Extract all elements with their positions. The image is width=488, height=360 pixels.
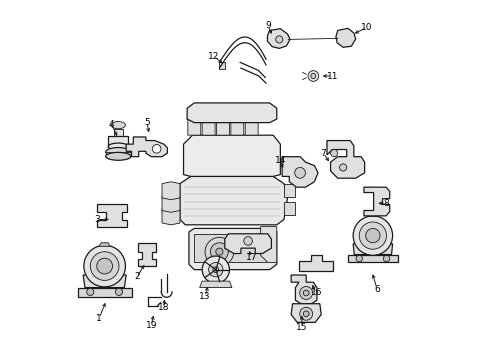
Circle shape — [383, 255, 389, 262]
Polygon shape — [180, 176, 287, 225]
Polygon shape — [99, 243, 110, 246]
Text: 9: 9 — [264, 21, 270, 30]
Polygon shape — [284, 202, 294, 215]
Text: 3: 3 — [94, 215, 100, 224]
Circle shape — [310, 73, 315, 78]
Polygon shape — [216, 116, 229, 135]
Circle shape — [90, 252, 119, 280]
Text: 5: 5 — [144, 118, 149, 127]
Circle shape — [307, 71, 318, 81]
Text: 18: 18 — [158, 303, 169, 312]
Circle shape — [294, 167, 305, 178]
Polygon shape — [347, 255, 397, 262]
Circle shape — [359, 222, 386, 249]
Text: 8: 8 — [383, 199, 388, 208]
Text: 14: 14 — [274, 156, 285, 165]
Text: 11: 11 — [326, 72, 337, 81]
Polygon shape — [183, 135, 280, 176]
Polygon shape — [105, 152, 131, 156]
Ellipse shape — [108, 143, 128, 150]
Polygon shape — [97, 204, 127, 227]
Text: 19: 19 — [145, 321, 157, 330]
Circle shape — [365, 228, 379, 243]
Circle shape — [303, 311, 308, 317]
Polygon shape — [260, 226, 276, 262]
Circle shape — [339, 164, 346, 171]
Polygon shape — [290, 275, 316, 304]
Circle shape — [299, 307, 312, 320]
Polygon shape — [83, 275, 126, 288]
Polygon shape — [326, 140, 364, 178]
Circle shape — [244, 237, 252, 245]
Polygon shape — [108, 136, 128, 147]
Text: 4: 4 — [109, 120, 114, 129]
Polygon shape — [126, 137, 167, 157]
Polygon shape — [194, 234, 265, 262]
Circle shape — [330, 149, 337, 157]
Circle shape — [208, 262, 223, 277]
Polygon shape — [187, 103, 276, 123]
Circle shape — [204, 237, 233, 266]
Text: 2: 2 — [134, 272, 140, 281]
Polygon shape — [78, 288, 131, 297]
Text: 15: 15 — [296, 323, 307, 332]
Polygon shape — [113, 129, 122, 136]
Circle shape — [303, 290, 308, 296]
Polygon shape — [202, 116, 215, 135]
Text: 1: 1 — [96, 314, 102, 323]
Circle shape — [152, 144, 161, 153]
Polygon shape — [162, 207, 180, 225]
Text: 17: 17 — [245, 253, 257, 262]
Polygon shape — [138, 243, 156, 266]
Circle shape — [115, 288, 122, 296]
Polygon shape — [352, 244, 392, 255]
Polygon shape — [290, 304, 321, 322]
Circle shape — [215, 248, 223, 255]
Circle shape — [210, 243, 228, 261]
Polygon shape — [188, 228, 276, 270]
Text: 6: 6 — [373, 285, 379, 294]
Polygon shape — [282, 157, 317, 187]
Ellipse shape — [105, 152, 131, 160]
Polygon shape — [199, 281, 231, 288]
Circle shape — [83, 245, 125, 287]
Polygon shape — [298, 255, 333, 271]
Text: 7: 7 — [320, 149, 325, 158]
Polygon shape — [230, 116, 244, 135]
Ellipse shape — [111, 122, 125, 129]
Circle shape — [355, 255, 362, 262]
Polygon shape — [162, 194, 180, 212]
Text: 13: 13 — [199, 292, 210, 301]
Text: 12: 12 — [208, 52, 219, 61]
Polygon shape — [162, 182, 180, 200]
Polygon shape — [224, 234, 271, 253]
Polygon shape — [284, 184, 294, 197]
Polygon shape — [267, 29, 289, 48]
Polygon shape — [218, 62, 224, 69]
Ellipse shape — [105, 148, 131, 157]
Polygon shape — [244, 116, 258, 135]
Circle shape — [275, 36, 282, 43]
Polygon shape — [363, 187, 389, 216]
Circle shape — [212, 267, 218, 273]
Circle shape — [202, 256, 229, 283]
Circle shape — [86, 288, 94, 296]
Polygon shape — [368, 213, 376, 217]
Circle shape — [352, 216, 392, 255]
Polygon shape — [335, 28, 355, 47]
Circle shape — [97, 258, 112, 274]
Circle shape — [299, 287, 312, 300]
Text: 16: 16 — [310, 288, 321, 297]
Text: 10: 10 — [360, 23, 371, 32]
Polygon shape — [187, 116, 201, 135]
